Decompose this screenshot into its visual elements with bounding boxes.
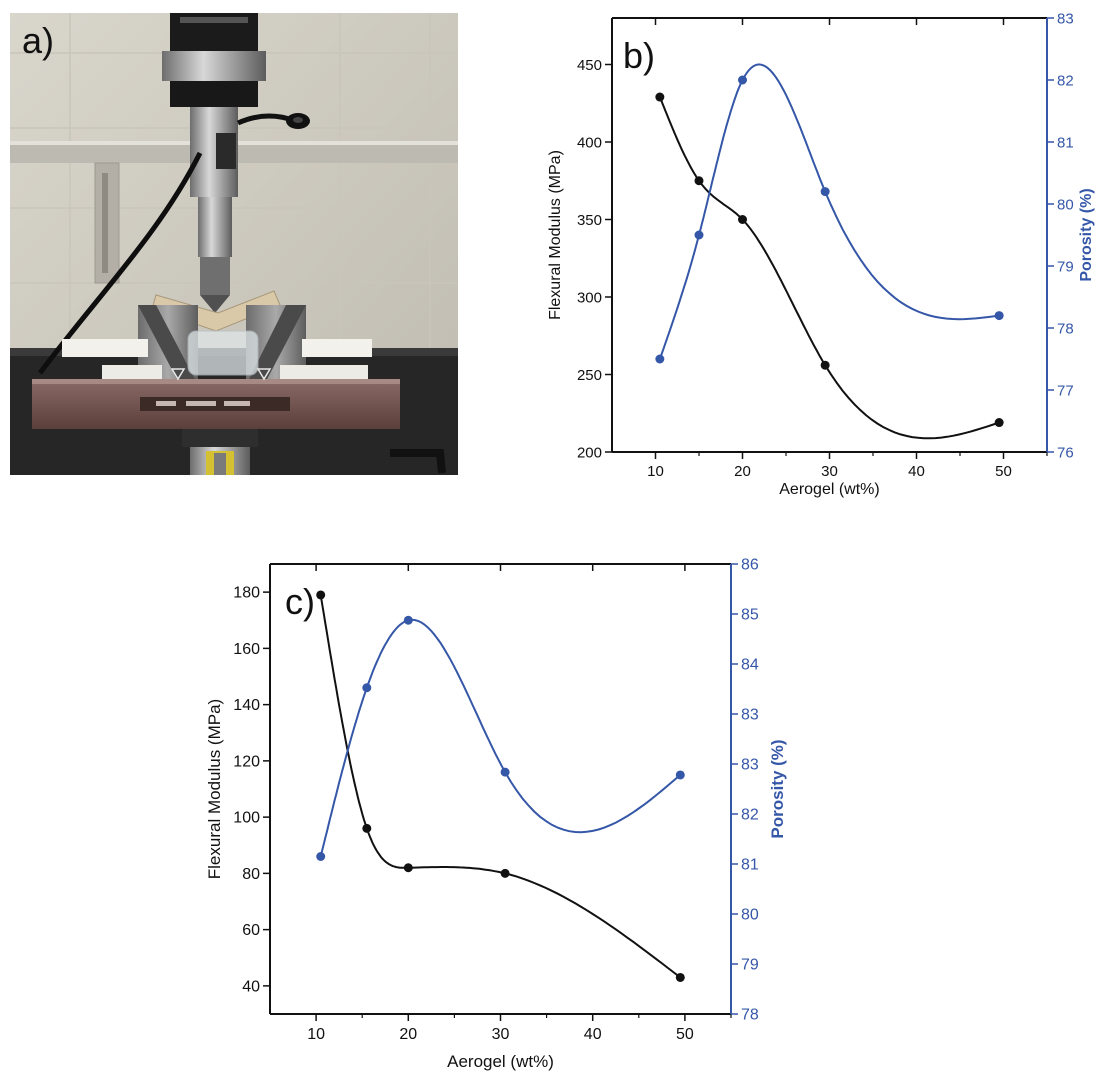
y-tick-label: 120 <box>233 753 260 770</box>
y2-tick-label: 84 <box>741 657 759 674</box>
porosity-point <box>403 615 413 625</box>
fixture-illustration <box>10 13 458 475</box>
y2-tick-label: 77 <box>1057 382 1074 399</box>
y2-tick-label: 85 <box>741 607 759 624</box>
flexural-modulus-point <box>738 215 747 224</box>
flexural-modulus-point <box>994 418 1004 428</box>
porosity-point <box>362 683 372 693</box>
y-tick-label: 60 <box>242 922 260 939</box>
y-tick-label: 450 <box>577 57 602 74</box>
flexural-modulus-point <box>675 972 685 982</box>
x-tick-label: 40 <box>584 1026 602 1043</box>
flexural-modulus-curve <box>658 96 1000 440</box>
x-tick-label: 50 <box>995 463 1012 480</box>
x-tick-label: 40 <box>908 463 925 480</box>
x-axis-title: Aerogel (wt%) <box>447 1052 554 1071</box>
y-tick-label: 80 <box>242 866 260 883</box>
flexural-modulus-curve <box>319 594 681 979</box>
y2-tick-label: 79 <box>1057 258 1074 275</box>
y2-axis-title: Porosity (%) <box>1078 188 1095 281</box>
y2-tick-label: 86 <box>741 557 759 574</box>
flexural-modulus-point <box>362 823 372 833</box>
flexural-modulus-point <box>316 590 326 600</box>
x-tick-label: 20 <box>399 1026 417 1043</box>
y2-tick-label: 83 <box>741 757 759 774</box>
y-tick-label: 180 <box>233 585 260 602</box>
porosity-series <box>316 615 685 861</box>
y2-tick-label: 79 <box>741 957 759 974</box>
y2-axis-title: Porosity (%) <box>768 739 787 838</box>
porosity-point <box>820 187 830 197</box>
porosity-series <box>655 63 1004 364</box>
y2-tick-label: 76 <box>1057 444 1074 461</box>
porosity-point <box>994 311 1004 321</box>
porosity-point <box>738 75 747 85</box>
y-tick-label: 40 <box>242 978 260 995</box>
porosity-curve <box>658 63 1000 360</box>
porosity-point <box>655 354 665 364</box>
y-tick-label: 160 <box>233 641 260 658</box>
flexural-modulus-point <box>403 863 413 873</box>
y2-tick-label: 81 <box>1057 134 1074 151</box>
y2-tick-label: 83 <box>1057 10 1074 27</box>
chart-panel-c: c) 10 20 30 40 50 40 60 80 100 120 140 160 180 78 79 80… <box>205 557 787 1071</box>
x-tick-label: 50 <box>676 1026 694 1043</box>
porosity-point <box>500 767 510 777</box>
chart-panel-b: b) 10 20 30 40 50 200 250 300 350 400 450 76 77 78 79 8… <box>547 10 1095 498</box>
x-tick-label: 30 <box>492 1026 510 1043</box>
y-axis-title: Flexural Modulus (MPa) <box>547 150 564 320</box>
y2-tick-label: 78 <box>741 1007 759 1024</box>
porosity-curve <box>319 618 681 857</box>
y2-tick-label: 80 <box>741 907 759 924</box>
y-tick-label: 400 <box>577 134 602 151</box>
panel-label-b: b) <box>623 35 655 76</box>
flexural-modulus-point <box>655 92 665 102</box>
y-tick-label: 100 <box>233 810 260 827</box>
flexural-modulus-point <box>500 868 510 878</box>
x-tick-label: 10 <box>307 1026 325 1043</box>
flexural-modulus-series <box>655 92 1004 440</box>
flexural-modulus-point <box>694 176 704 186</box>
porosity-point <box>675 770 685 780</box>
flexural-modulus-point <box>820 360 830 370</box>
panel-label-a: a) <box>22 20 55 61</box>
y2-tick-label: 78 <box>1057 320 1074 337</box>
y-tick-label: 250 <box>577 367 602 384</box>
y2-tick-label: 83 <box>741 707 759 724</box>
x-tick-label: 20 <box>734 463 751 480</box>
y2-tick-label: 82 <box>1057 72 1074 89</box>
porosity-point <box>316 852 326 861</box>
porosity-point <box>694 230 704 240</box>
y-tick-label: 200 <box>577 444 602 461</box>
y2-tick-label: 82 <box>741 807 759 824</box>
y2-tick-label: 80 <box>1057 196 1074 213</box>
y-axis-title: Flexural Modulus (MPa) <box>205 699 224 879</box>
panel-label-c: c) <box>285 581 315 622</box>
y2-tick-label: 81 <box>741 857 759 874</box>
flexural-modulus-series <box>316 590 685 982</box>
x-axis-title: Aerogel (wt%) <box>779 481 879 498</box>
y-tick-label: 300 <box>577 289 602 306</box>
testing-fixture-photo <box>10 13 458 475</box>
y-tick-label: 350 <box>577 212 602 229</box>
x-tick-label: 30 <box>821 463 838 480</box>
y-tick-label: 140 <box>233 697 260 714</box>
x-tick-label: 10 <box>647 463 664 480</box>
